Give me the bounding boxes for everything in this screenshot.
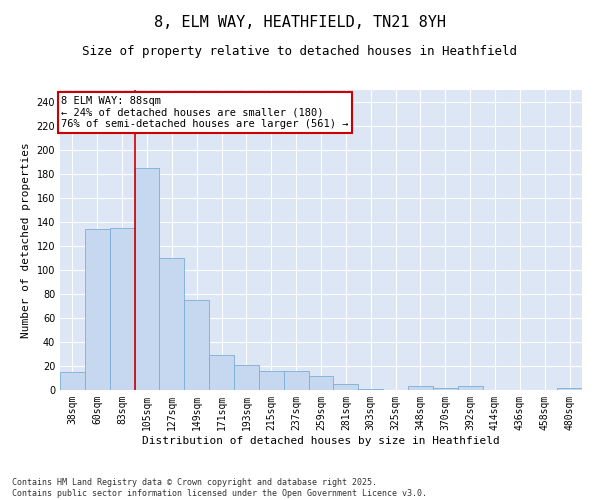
Bar: [458, 386, 482, 390]
Bar: [110, 228, 134, 390]
Bar: [308, 376, 334, 390]
Bar: [334, 384, 358, 390]
Bar: [358, 389, 383, 390]
Bar: [184, 300, 209, 390]
Bar: [209, 355, 234, 390]
Bar: [259, 371, 284, 390]
Text: 8 ELM WAY: 88sqm
← 24% of detached houses are smaller (180)
76% of semi-detached: 8 ELM WAY: 88sqm ← 24% of detached house…: [61, 96, 349, 129]
Bar: [557, 388, 582, 390]
Bar: [85, 229, 110, 390]
Text: Contains HM Land Registry data © Crown copyright and database right 2025.
Contai: Contains HM Land Registry data © Crown c…: [12, 478, 427, 498]
X-axis label: Distribution of detached houses by size in Heathfield: Distribution of detached houses by size …: [142, 436, 500, 446]
Bar: [433, 388, 458, 390]
Bar: [160, 258, 184, 390]
Y-axis label: Number of detached properties: Number of detached properties: [21, 142, 31, 338]
Bar: [134, 168, 160, 390]
Bar: [408, 386, 433, 390]
Bar: [60, 372, 85, 390]
Text: 8, ELM WAY, HEATHFIELD, TN21 8YH: 8, ELM WAY, HEATHFIELD, TN21 8YH: [154, 15, 446, 30]
Bar: [234, 365, 259, 390]
Bar: [284, 371, 308, 390]
Text: Size of property relative to detached houses in Heathfield: Size of property relative to detached ho…: [83, 45, 517, 58]
